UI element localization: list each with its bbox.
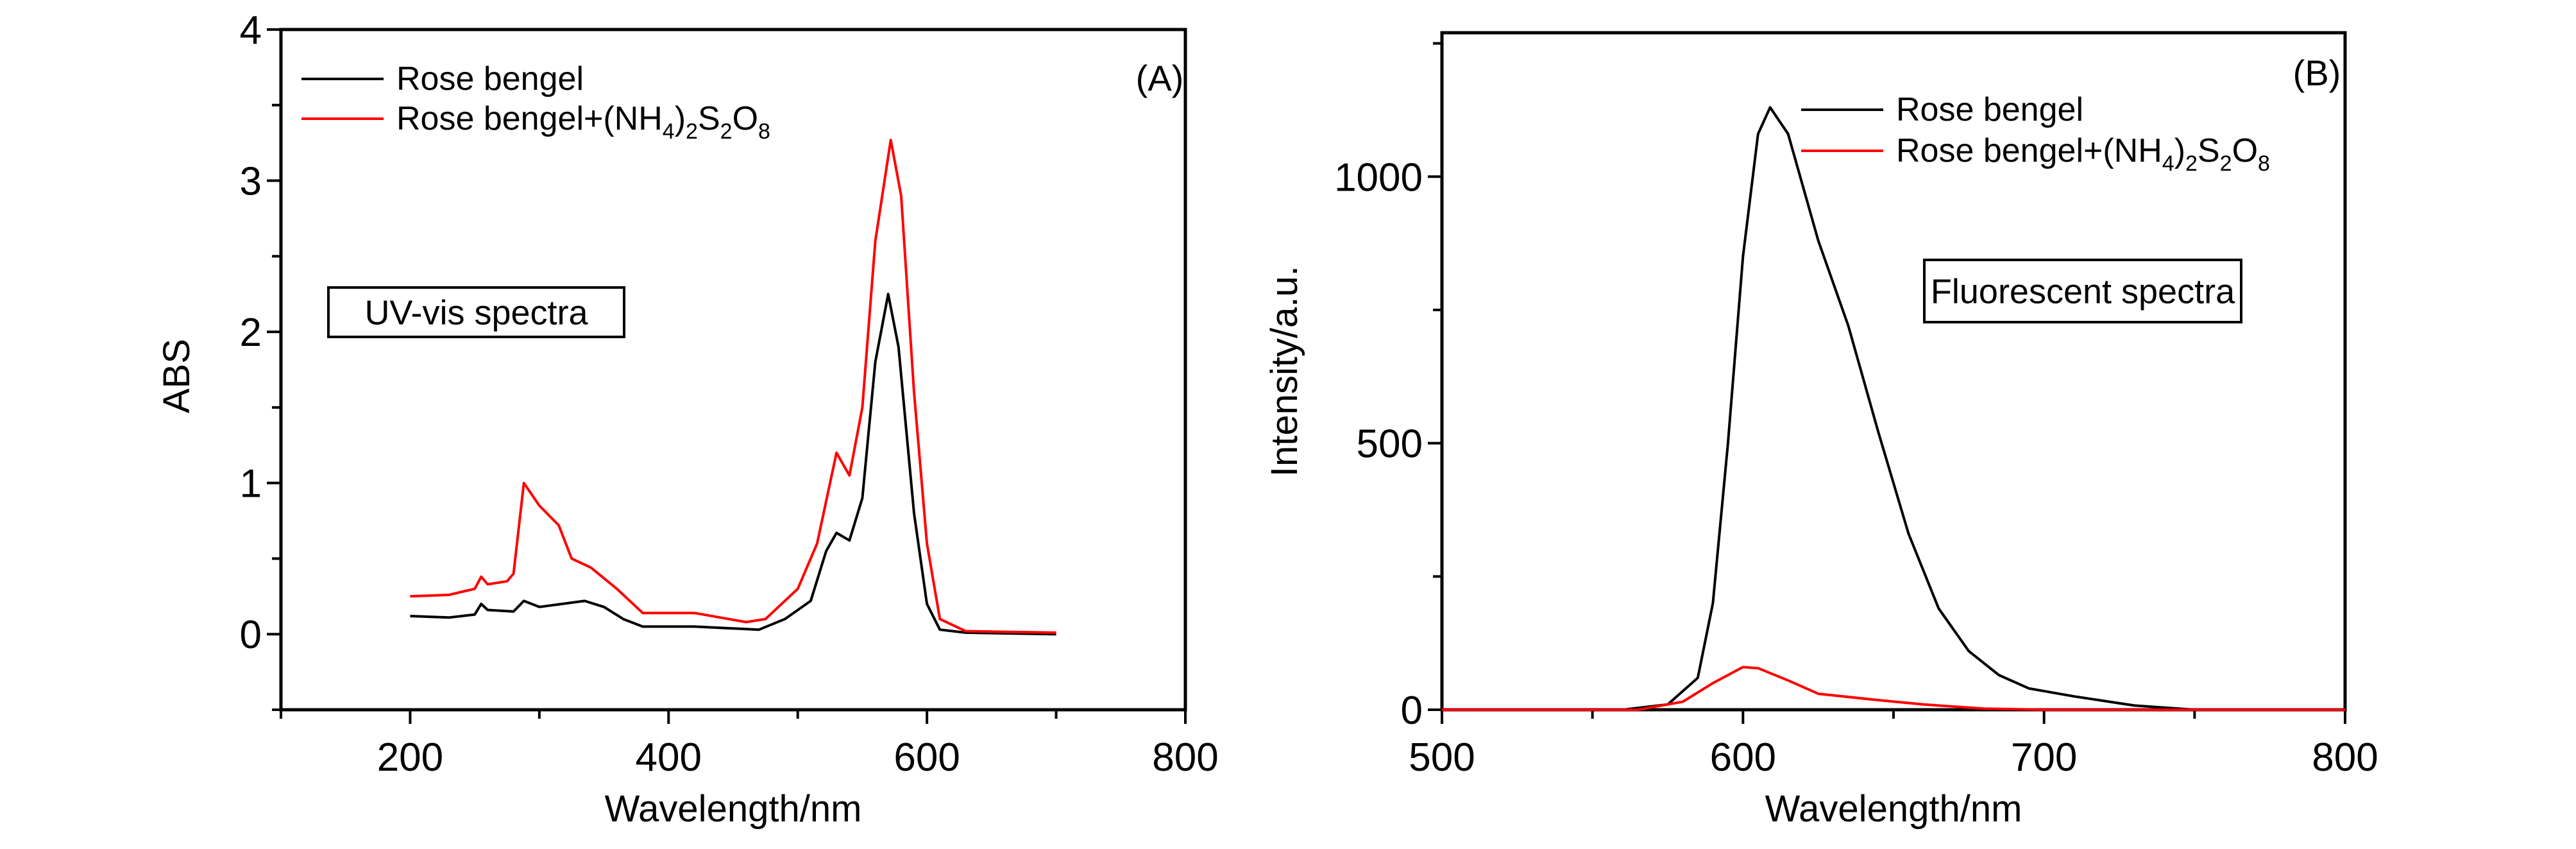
annotation-text: UV-vis spectra bbox=[364, 294, 588, 332]
annotation-text: Fluorescent spectra bbox=[1931, 273, 2235, 311]
y-tick-label: 3 bbox=[240, 160, 262, 204]
x-tick-label: 500 bbox=[1409, 735, 1475, 780]
x-tick-label: 700 bbox=[2011, 735, 2077, 780]
legend-text: ) bbox=[675, 100, 686, 137]
legend-text: ) bbox=[2174, 132, 2185, 169]
legend-text: Rose bengel bbox=[396, 60, 584, 98]
y-tick-label: 2 bbox=[240, 311, 262, 355]
annotation-box bbox=[327, 286, 625, 338]
legend-text: Rose bengel+(NH bbox=[396, 100, 663, 137]
chart-panel-a: 200 400 600 800 0 1 2 3 4 Wavelength/nm ABS Rose be… bbox=[156, 8, 1219, 830]
annotation-box bbox=[1923, 259, 2242, 323]
x-axis-label: Wavelength/nm bbox=[605, 788, 862, 830]
panel-label: (B) bbox=[2293, 53, 2341, 93]
x-axis-label: Wavelength/nm bbox=[1765, 788, 2022, 830]
x-tick-label: 200 bbox=[377, 735, 443, 780]
legend-label: Rose bengel bbox=[1896, 91, 2083, 128]
y-tick-label: 500 bbox=[1357, 422, 1423, 467]
legend-subscript: 8 bbox=[758, 119, 770, 144]
y-tick-label: 1 bbox=[240, 462, 262, 506]
series-line-rose-bengel bbox=[410, 293, 1056, 636]
legend-label: Rose bengel bbox=[396, 60, 584, 98]
y-tick-label: 0 bbox=[240, 613, 262, 657]
series-line-rose-bengel-persulfate bbox=[410, 139, 1056, 634]
legend-subscript: 2 bbox=[2185, 151, 2198, 176]
y-tick-label: 4 bbox=[240, 8, 262, 53]
x-tick-label: 400 bbox=[636, 735, 702, 780]
legend-subscript: 4 bbox=[2162, 151, 2174, 176]
y-axis-label: ABS bbox=[156, 339, 198, 413]
legend-text: O bbox=[733, 100, 758, 137]
y-tick-label: 0 bbox=[1401, 689, 1423, 733]
legend-subscript: 2 bbox=[686, 119, 698, 144]
x-tick-label: 800 bbox=[1152, 735, 1218, 780]
y-tick-label: 1000 bbox=[1334, 155, 1423, 200]
legend-text: O bbox=[2232, 132, 2258, 169]
legend-subscript: 8 bbox=[2258, 151, 2270, 176]
legend-subscript: 4 bbox=[663, 119, 675, 144]
x-tick-label: 600 bbox=[894, 735, 960, 780]
series-line-rose-bengel-persulfate bbox=[1442, 665, 2345, 711]
legend-label: Rose bengel+(NH4)2S2O8 bbox=[1896, 132, 2270, 176]
x-tick-label: 800 bbox=[2312, 735, 2378, 780]
plot-frame bbox=[279, 28, 1187, 712]
legend-label: Rose bengel+(NH4)2S2O8 bbox=[396, 100, 770, 144]
chart-panel-b: 500 600 700 80005001000Wavelength/nmIntensi… bbox=[1264, 31, 2378, 830]
legend-text: S bbox=[2198, 132, 2220, 169]
legend-text: Rose bengel+(NH bbox=[1896, 132, 2162, 169]
y-axis-label: Intensity/a.u. bbox=[1264, 266, 1305, 477]
legend-subscript: 2 bbox=[720, 119, 733, 144]
x-tick-label: 600 bbox=[1710, 735, 1776, 780]
legend-subscript: 2 bbox=[2220, 151, 2232, 176]
legend-text: Rose bengel bbox=[1896, 91, 2083, 128]
legend-text: S bbox=[698, 100, 720, 137]
series-line-rose-bengel bbox=[1442, 106, 2345, 711]
panel-label: (A) bbox=[1136, 58, 1184, 98]
